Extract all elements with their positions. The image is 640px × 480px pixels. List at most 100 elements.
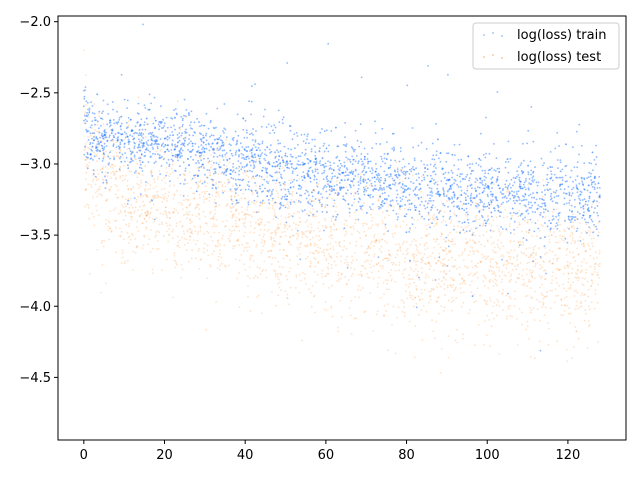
test-point (240, 188, 243, 191)
test-point (596, 271, 599, 274)
test-point (465, 241, 468, 244)
test-point (479, 260, 482, 263)
test-point (273, 215, 276, 218)
train-point (528, 207, 531, 209)
test-point (332, 245, 334, 248)
test-point (367, 276, 369, 279)
test-point (120, 231, 123, 233)
test-point (156, 195, 159, 198)
test-point (291, 229, 293, 231)
test-point (341, 295, 344, 298)
train-point (136, 121, 139, 124)
test-point (324, 225, 327, 227)
test-point (259, 204, 261, 207)
train-point (588, 210, 591, 212)
test-point (588, 234, 591, 237)
test-point (270, 232, 272, 235)
test-point (366, 272, 368, 275)
test-point (428, 295, 431, 298)
test-point (351, 233, 353, 236)
train-point (308, 142, 310, 145)
test-point (111, 163, 113, 166)
test-point (472, 234, 474, 237)
test-point (502, 288, 504, 291)
test-point (198, 197, 201, 200)
test-point (429, 202, 431, 205)
test-point (155, 234, 158, 237)
test-point (442, 249, 445, 252)
train-point (491, 193, 494, 195)
test-point (315, 281, 317, 283)
test-point (198, 217, 201, 220)
train-point (389, 200, 392, 203)
test-point (437, 312, 440, 315)
test-point (235, 209, 238, 212)
test-point (209, 174, 211, 177)
test-point (332, 222, 335, 225)
test-point (543, 296, 546, 298)
test-point (489, 265, 492, 267)
test-point (298, 211, 301, 214)
test-point (306, 245, 309, 248)
test-point (474, 216, 477, 219)
train-point (586, 177, 588, 180)
test-point (121, 249, 124, 252)
train-point (190, 121, 192, 124)
train-point (403, 190, 406, 193)
test-point (490, 325, 493, 327)
test-point (226, 203, 229, 205)
test-point (249, 225, 252, 227)
train-point (311, 191, 313, 194)
test-point (405, 283, 408, 286)
train-point (218, 166, 221, 169)
test-point (464, 247, 466, 250)
test-point (522, 278, 525, 281)
test-point (126, 148, 129, 151)
test-point (443, 271, 445, 273)
test-point (199, 225, 202, 228)
train-point (559, 188, 562, 191)
test-point (385, 310, 387, 312)
test-point (348, 160, 351, 163)
test-point (388, 253, 391, 256)
test-point (492, 285, 495, 287)
test-point (559, 234, 561, 237)
test-point (392, 235, 395, 238)
test-point (427, 223, 430, 226)
test-point (587, 288, 590, 291)
test-point (350, 300, 353, 302)
train-point (161, 121, 163, 124)
train-point (426, 168, 429, 171)
test-point (88, 106, 91, 108)
test-point (501, 293, 504, 296)
test-point (412, 305, 415, 308)
test-point (377, 270, 380, 273)
test-point (577, 307, 579, 310)
test-point (392, 305, 395, 308)
test-point (101, 167, 104, 170)
test-point (372, 208, 374, 211)
test-point (134, 251, 137, 254)
test-point (379, 196, 382, 199)
test-point (349, 242, 351, 245)
test-point (255, 221, 257, 224)
test-point (325, 257, 327, 260)
test-point (435, 262, 437, 265)
test-point (425, 234, 427, 237)
test-point (397, 212, 400, 215)
test-point (144, 193, 147, 196)
test-point (151, 218, 154, 220)
test-point (295, 199, 298, 201)
test-point (326, 266, 329, 269)
test-point (273, 202, 276, 205)
test-point (155, 217, 158, 219)
train-point (138, 138, 140, 141)
test-point (261, 312, 263, 315)
test-point (311, 252, 314, 254)
test-point (131, 232, 133, 235)
test-point (364, 310, 366, 313)
test-point (165, 167, 168, 169)
test-point (479, 260, 482, 263)
test-point (379, 194, 382, 197)
test-point (173, 184, 176, 187)
